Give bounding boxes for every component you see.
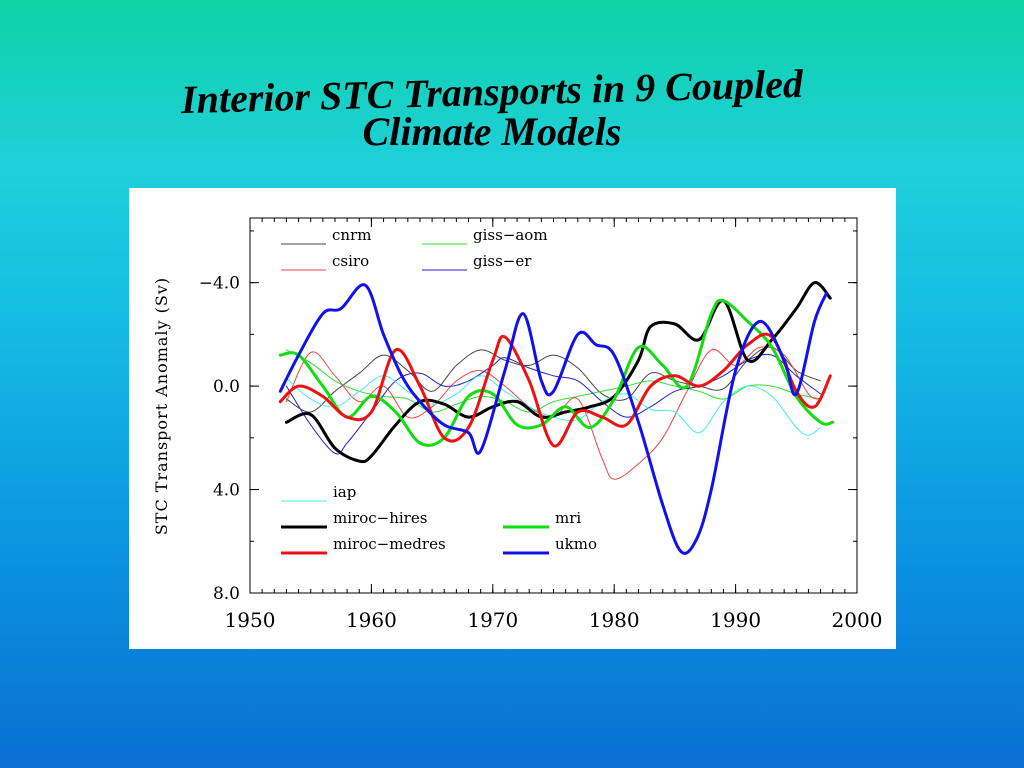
x-tick-label: 1950 [225,608,276,632]
legend-label-ukmo: ukmo [555,535,597,553]
y-tick-label: 4.0 [213,481,240,501]
legend-label-giss-aom: giss−aom [473,226,548,244]
x-tick-label: 1960 [346,608,397,632]
series-line-mri [278,298,835,447]
legend-label-giss-er: giss−er [473,252,532,270]
legend-label-mri: mri [555,509,581,527]
x-tick-label: 2000 [832,608,883,632]
x-tick-label: 1990 [710,608,761,632]
chart-panel: 1950 1960 1970 1980 1990 2000 −4.0 0.0 4.0 8.0 S… [129,188,896,649]
legend-label-iap: iap [333,483,356,501]
slide-title: Interior STC Transports in 9 Coupled Cli… [60,61,924,154]
major-ticks [249,218,858,594]
y-axis-label: STC Transport Anomaly (Sv) [152,277,171,535]
legend-label-cnrm: cnrm [332,226,371,244]
x-tick-labels: 1950 1960 1970 1980 1990 2000 [225,608,883,632]
legend-label-csiro: csiro [332,252,369,270]
y-tick-labels: −4.0 0.0 4.0 8.0 [199,274,240,604]
series-line-miroc-medres [278,332,832,448]
legend: cnrm giss−aom csiro giss−er iap miroc−hires mr… [281,226,597,555]
series-line-miroc-hires [284,281,832,464]
y-tick-label: −4.0 [199,274,240,294]
x-tick-label: 1970 [467,608,518,632]
slide-title-line-2: Climate Models [362,109,622,154]
series-line-iap [285,375,822,436]
minor-ticks [249,218,858,594]
y-tick-label: 8.0 [213,584,240,604]
legend-label-miroc-hires: miroc−hires [333,509,427,527]
line-chart: 1950 1960 1970 1980 1990 2000 −4.0 0.0 4.0 8.0 S… [152,217,883,632]
series-lines [278,281,835,555]
series-line-cnrm [285,346,822,413]
series-line-ukmo [278,283,829,555]
y-tick-label: 0.0 [213,377,240,397]
legend-label-miroc-medres: miroc−medres [333,535,446,553]
x-tick-label: 1980 [589,608,640,632]
